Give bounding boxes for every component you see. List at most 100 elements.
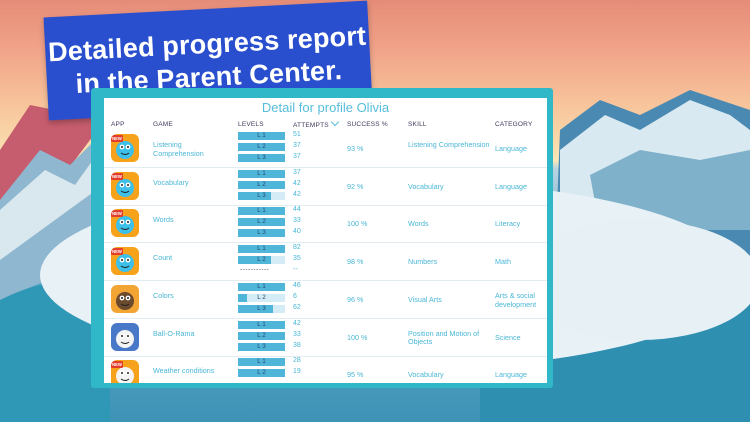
level-label: L 2 bbox=[257, 331, 266, 339]
level-label: L 2 bbox=[257, 143, 266, 150]
table-row[interactable]: NEW Vocabulary L 1 37 L 2 42 L 3 42 92 % Vocabula… bbox=[104, 169, 547, 206]
attempts-value: 42 bbox=[293, 190, 301, 198]
skill-value: Numbers bbox=[408, 257, 438, 267]
level-label: L 1 bbox=[257, 282, 266, 290]
category-value: Arts & social development bbox=[495, 290, 537, 309]
skill-value: Visual Arts bbox=[408, 294, 442, 304]
level-progress-bar: L 2 bbox=[238, 293, 285, 302]
level-label: L 3 bbox=[257, 342, 266, 350]
attempts-value: 62 bbox=[293, 303, 301, 311]
level-progress-bar: L 2 bbox=[238, 369, 285, 378]
level-progress-fill bbox=[238, 143, 285, 151]
fish-character-icon: NEW bbox=[111, 209, 139, 238]
row-divider bbox=[104, 242, 547, 244]
skill-value: Vocabulary bbox=[408, 370, 444, 380]
header-category[interactable]: CATEGORY bbox=[495, 121, 533, 128]
report-card: Detail for profile Olivia APP GAME LEVEL… bbox=[104, 98, 547, 383]
success-value: 93 % bbox=[347, 144, 364, 153]
level-progress-bar: L 3 bbox=[238, 154, 285, 162]
level-label: L 3 bbox=[257, 154, 266, 161]
attempts-value: 37 bbox=[293, 142, 301, 149]
level-label: L 3 bbox=[257, 229, 266, 237]
table-row[interactable]: Ball-O-Rama L 1 42 L 2 33 L 3 38 100 % Position … bbox=[104, 320, 547, 357]
bunnies-character-icon bbox=[111, 322, 139, 351]
sort-chevron-down-icon bbox=[330, 117, 340, 127]
level-progress-bar: L 1 bbox=[238, 282, 285, 291]
level-label: L 2 bbox=[257, 180, 266, 188]
table-row[interactable]: NEW Listening Comprehension L 1 51 L 2 37 L 3 3… bbox=[104, 131, 547, 168]
row-divider bbox=[104, 317, 547, 319]
game-name[interactable]: Vocabulary bbox=[153, 177, 189, 187]
level-label: L 1 bbox=[257, 320, 266, 328]
level-progress-fill bbox=[238, 320, 285, 329]
success-value: 100 % bbox=[347, 219, 368, 229]
new-badge: NEW bbox=[111, 361, 123, 369]
level-progress-bar: L 1 bbox=[238, 132, 285, 140]
category-value: Math bbox=[495, 257, 511, 267]
level-progress-fill bbox=[238, 331, 285, 340]
level-progress-fill bbox=[238, 282, 285, 291]
game-name[interactable]: Weather conditions bbox=[153, 366, 215, 376]
header-levels[interactable]: LEVELS bbox=[238, 121, 264, 128]
success-value: 96 % bbox=[347, 294, 364, 304]
header-skill[interactable]: SKILL bbox=[408, 121, 427, 128]
level-progress-fill bbox=[238, 358, 285, 367]
level-progress-fill bbox=[238, 293, 248, 302]
level-progress-bar: L 3 bbox=[238, 304, 285, 313]
row-divider bbox=[104, 355, 547, 357]
game-name[interactable]: Ball-O-Rama bbox=[153, 328, 195, 338]
attempts-value: 33 bbox=[293, 217, 301, 225]
level-progress-fill bbox=[238, 304, 274, 313]
level-progress-fill bbox=[238, 169, 285, 178]
table-row[interactable]: NEW Count L 1 82 L 2 35 ----------- -- 98 % Numbe… bbox=[104, 244, 547, 282]
header-game[interactable]: GAME bbox=[153, 121, 173, 128]
level-progress-bar: L 1 bbox=[238, 207, 285, 216]
row-divider bbox=[104, 167, 547, 168]
category-value: Language bbox=[495, 370, 527, 380]
level-progress-fill bbox=[238, 207, 285, 216]
table-row[interactable]: NEW Weather conditions L 1 28 L 2 19 95 % Vocab… bbox=[104, 357, 547, 383]
attempts-value: 35 bbox=[293, 255, 301, 263]
header-app: APP bbox=[111, 121, 125, 128]
level-label: L 2 bbox=[257, 256, 266, 264]
skill-value: Vocabulary bbox=[408, 181, 444, 191]
girl-character-icon bbox=[111, 284, 139, 313]
skill-value: Position and Motion of Objects bbox=[408, 328, 480, 347]
level-progress-fill bbox=[238, 191, 271, 200]
attempts-value: 40 bbox=[293, 228, 301, 236]
attempts-value: 37 bbox=[293, 153, 301, 160]
attempts-value: 37 bbox=[293, 168, 301, 176]
level-label: L 2 bbox=[257, 218, 266, 226]
header-attempts[interactable]: ATTEMPTS bbox=[293, 117, 340, 129]
category-value: Language bbox=[495, 144, 527, 153]
header-success[interactable]: SUCCESS % bbox=[347, 121, 388, 128]
game-name[interactable]: Colors bbox=[153, 290, 174, 300]
bunny-character-icon: NEW bbox=[111, 360, 139, 383]
attempts-value: 19 bbox=[293, 368, 301, 376]
game-name[interactable]: Listening Comprehension bbox=[153, 140, 204, 158]
success-value: 92 % bbox=[347, 181, 364, 191]
level-label: L 1 bbox=[257, 245, 266, 253]
level-label: L 3 bbox=[257, 304, 266, 312]
row-divider bbox=[104, 204, 547, 206]
level-progress-bar: L 2 bbox=[238, 180, 285, 189]
level-progress-fill bbox=[238, 229, 285, 238]
game-name[interactable]: Count bbox=[153, 253, 173, 263]
level-label: L 1 bbox=[257, 207, 266, 215]
level-progress-bar: L 1 bbox=[238, 358, 285, 367]
game-name[interactable]: Words bbox=[153, 215, 174, 225]
category-value: Science bbox=[495, 332, 521, 342]
success-value: 98 % bbox=[347, 257, 364, 267]
fish-character-icon: NEW bbox=[111, 134, 139, 162]
level-progress-fill bbox=[238, 154, 285, 162]
header-attempts-label: ATTEMPTS bbox=[293, 122, 329, 129]
level-progress-bar: L 2 bbox=[238, 218, 285, 227]
table-row[interactable]: Colors L 1 46 L 2 6 L 3 62 96 % Visual Arts Arts … bbox=[104, 282, 547, 319]
level-progress-fill bbox=[238, 342, 285, 351]
skill-value: Listening Comprehension bbox=[408, 140, 490, 149]
new-badge: NEW bbox=[111, 248, 123, 256]
level-progress-bar: L 2 bbox=[238, 143, 285, 151]
level-progress-bar: L 1 bbox=[238, 245, 285, 254]
level-progress-fill bbox=[238, 180, 285, 189]
table-row[interactable]: NEW Words L 1 44 L 2 33 L 3 40 100 % Words Literac… bbox=[104, 206, 547, 244]
